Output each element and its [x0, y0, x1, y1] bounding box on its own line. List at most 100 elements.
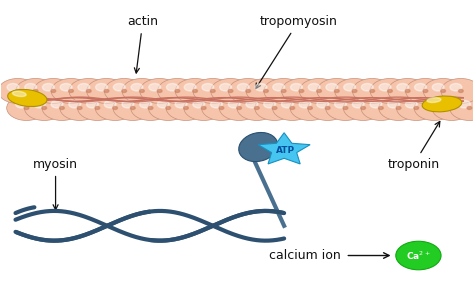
Circle shape — [432, 95, 472, 121]
Circle shape — [34, 79, 73, 104]
Circle shape — [16, 89, 20, 92]
Circle shape — [255, 106, 259, 110]
Circle shape — [157, 100, 169, 108]
Circle shape — [157, 79, 197, 104]
Circle shape — [326, 83, 338, 91]
Circle shape — [308, 83, 320, 91]
Circle shape — [166, 95, 206, 121]
Circle shape — [299, 79, 339, 104]
Circle shape — [131, 83, 143, 91]
Circle shape — [95, 95, 135, 121]
Circle shape — [113, 106, 118, 110]
Circle shape — [299, 89, 304, 92]
Text: Ca$^{2+}$: Ca$^{2+}$ — [406, 249, 431, 262]
Circle shape — [246, 100, 258, 108]
Circle shape — [78, 95, 117, 121]
Circle shape — [414, 95, 454, 121]
Circle shape — [264, 79, 303, 104]
Circle shape — [423, 89, 428, 92]
Circle shape — [96, 83, 108, 91]
Circle shape — [335, 100, 346, 108]
Circle shape — [423, 100, 435, 108]
Circle shape — [104, 100, 116, 108]
Circle shape — [7, 83, 19, 91]
Circle shape — [184, 95, 223, 121]
Circle shape — [228, 100, 240, 108]
Circle shape — [219, 106, 224, 110]
Circle shape — [219, 95, 259, 121]
Circle shape — [299, 100, 311, 108]
Circle shape — [33, 100, 45, 108]
Circle shape — [166, 106, 171, 110]
Ellipse shape — [427, 98, 441, 103]
Ellipse shape — [12, 91, 26, 97]
Circle shape — [282, 79, 321, 104]
Circle shape — [237, 95, 277, 121]
Circle shape — [113, 95, 153, 121]
Circle shape — [184, 83, 196, 91]
Circle shape — [51, 100, 63, 108]
Circle shape — [149, 83, 161, 91]
Circle shape — [193, 100, 205, 108]
Circle shape — [344, 83, 356, 91]
Circle shape — [450, 83, 462, 91]
Circle shape — [264, 89, 268, 92]
Ellipse shape — [8, 89, 47, 106]
Circle shape — [60, 95, 100, 121]
Circle shape — [60, 83, 72, 91]
Circle shape — [193, 79, 233, 104]
Circle shape — [77, 106, 82, 110]
Circle shape — [122, 100, 134, 108]
Circle shape — [42, 95, 82, 121]
Circle shape — [237, 106, 241, 110]
Circle shape — [343, 106, 348, 110]
Circle shape — [86, 100, 98, 108]
Circle shape — [16, 79, 55, 104]
Circle shape — [352, 89, 357, 92]
Circle shape — [281, 89, 286, 92]
Circle shape — [255, 95, 294, 121]
Circle shape — [405, 89, 410, 92]
Circle shape — [131, 95, 170, 121]
Circle shape — [211, 79, 250, 104]
Circle shape — [78, 83, 90, 91]
Circle shape — [449, 106, 454, 110]
Circle shape — [361, 106, 365, 110]
Circle shape — [33, 89, 38, 92]
Circle shape — [317, 89, 321, 92]
Circle shape — [0, 79, 37, 104]
Text: actin: actin — [127, 15, 158, 73]
Circle shape — [113, 83, 125, 91]
Circle shape — [272, 106, 277, 110]
Circle shape — [24, 106, 29, 110]
Circle shape — [122, 79, 162, 104]
Circle shape — [379, 95, 419, 121]
Circle shape — [69, 89, 73, 92]
Circle shape — [405, 100, 417, 108]
Circle shape — [201, 106, 206, 110]
Circle shape — [467, 106, 472, 110]
Circle shape — [210, 100, 222, 108]
Circle shape — [246, 79, 286, 104]
Circle shape — [140, 79, 180, 104]
Ellipse shape — [239, 133, 278, 162]
Circle shape — [246, 89, 251, 92]
Polygon shape — [258, 133, 310, 164]
Circle shape — [458, 89, 463, 92]
Circle shape — [69, 79, 109, 104]
Circle shape — [148, 95, 188, 121]
Circle shape — [95, 106, 100, 110]
Circle shape — [396, 241, 441, 270]
Circle shape — [388, 100, 400, 108]
Circle shape — [201, 95, 241, 121]
Circle shape — [370, 89, 374, 92]
Circle shape — [60, 106, 64, 110]
Circle shape — [219, 83, 231, 91]
Circle shape — [396, 95, 436, 121]
Circle shape — [175, 100, 187, 108]
Circle shape — [396, 106, 401, 110]
Circle shape — [388, 79, 428, 104]
Text: ATP: ATP — [276, 146, 295, 154]
Circle shape — [326, 95, 365, 121]
Circle shape — [325, 106, 330, 110]
